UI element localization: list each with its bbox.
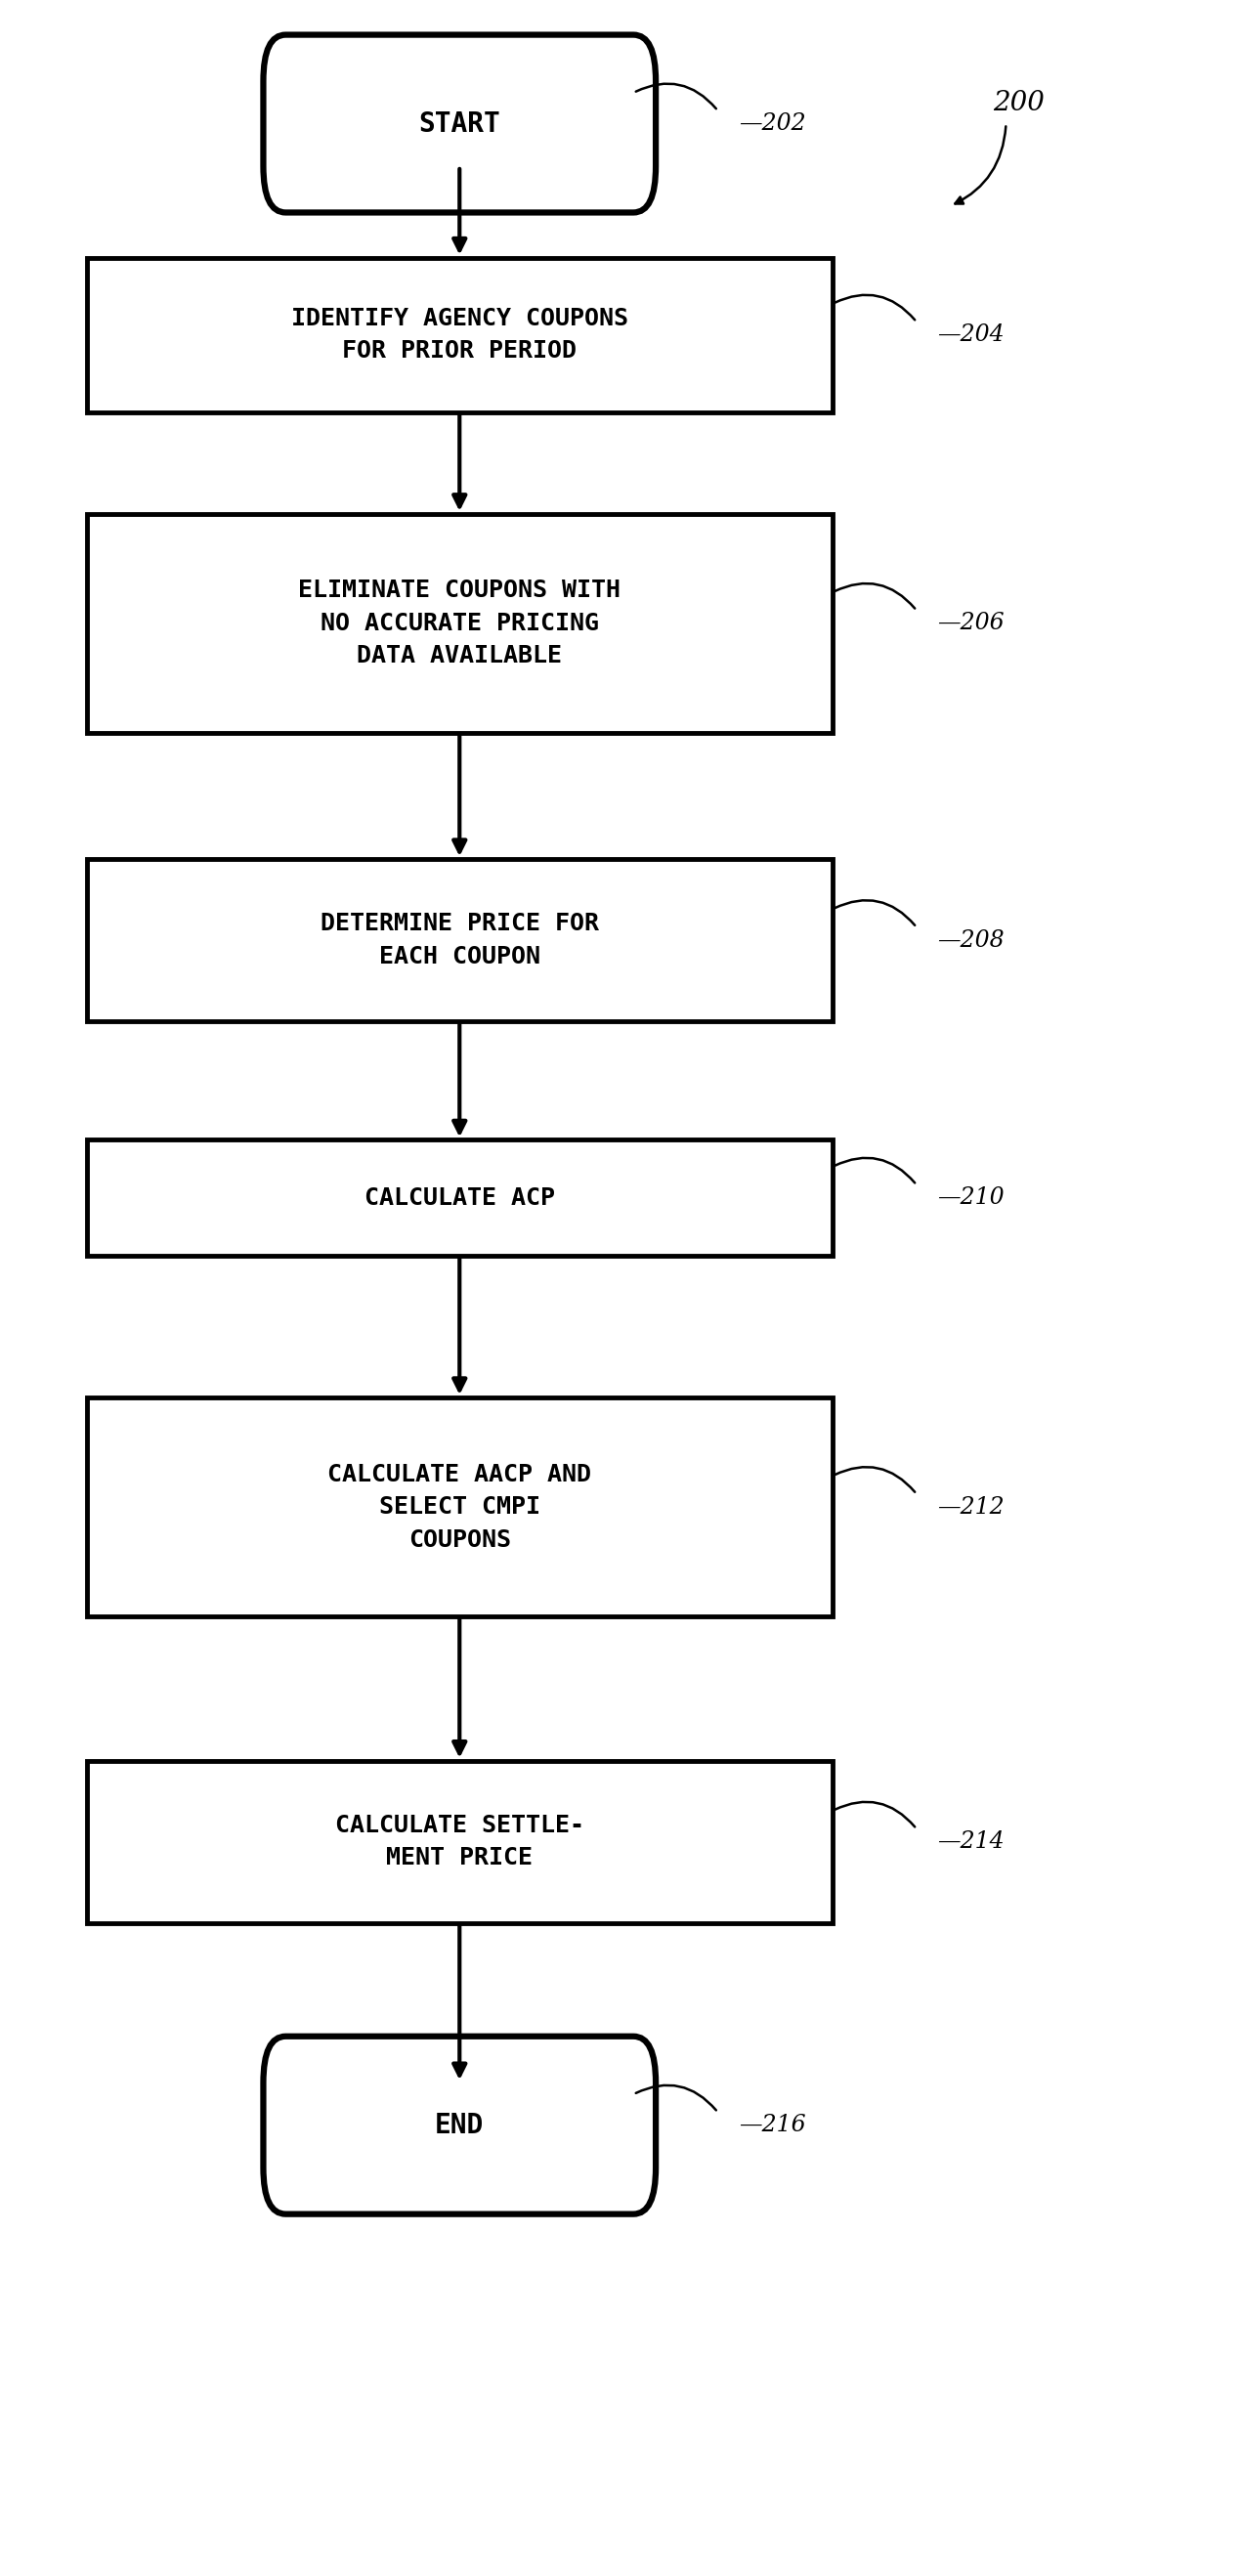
Bar xyxy=(87,1396,832,1618)
Text: —212: —212 xyxy=(938,1497,1005,1517)
Text: —216: —216 xyxy=(739,2115,806,2136)
Text: —214: —214 xyxy=(938,1832,1005,1852)
Bar xyxy=(87,258,832,412)
Text: 200: 200 xyxy=(992,90,1045,116)
Text: —202: —202 xyxy=(739,113,806,134)
FancyBboxPatch shape xyxy=(263,36,656,214)
Text: CALCULATE ACP: CALCULATE ACP xyxy=(364,1185,555,1211)
Text: —206: —206 xyxy=(938,613,1005,634)
Text: —210: —210 xyxy=(938,1188,1005,1208)
Text: CALCULATE SETTLE-
MENT PRICE: CALCULATE SETTLE- MENT PRICE xyxy=(335,1814,584,1870)
Text: DETERMINE PRICE FOR
EACH COUPON: DETERMINE PRICE FOR EACH COUPON xyxy=(320,912,599,969)
Text: ELIMINATE COUPONS WITH
NO ACCURATE PRICING
DATA AVAILABLE: ELIMINATE COUPONS WITH NO ACCURATE PRICI… xyxy=(298,580,621,667)
Text: IDENTIFY AGENCY COUPONS
FOR PRIOR PERIOD: IDENTIFY AGENCY COUPONS FOR PRIOR PERIOD xyxy=(291,307,628,363)
Bar xyxy=(87,858,832,1020)
Bar xyxy=(87,1139,832,1255)
Text: —208: —208 xyxy=(938,930,1005,951)
Text: START: START xyxy=(419,111,501,137)
Text: CALCULATE AACP AND
SELECT CMPI
COUPONS: CALCULATE AACP AND SELECT CMPI COUPONS xyxy=(328,1463,591,1551)
FancyBboxPatch shape xyxy=(263,2035,656,2215)
Bar xyxy=(87,515,832,732)
Text: END: END xyxy=(435,2112,484,2138)
Text: —204: —204 xyxy=(938,325,1005,345)
Bar xyxy=(87,1762,832,1922)
